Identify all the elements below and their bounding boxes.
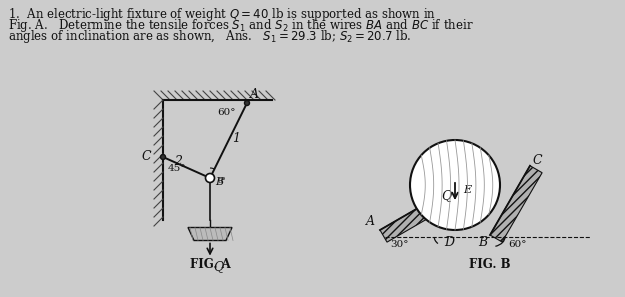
Circle shape bbox=[206, 173, 214, 182]
Text: 60°: 60° bbox=[508, 240, 526, 249]
Text: B: B bbox=[215, 177, 223, 187]
Text: C: C bbox=[533, 154, 542, 167]
Polygon shape bbox=[490, 166, 542, 242]
Text: A: A bbox=[250, 88, 259, 101]
Circle shape bbox=[244, 100, 249, 105]
Text: 0°: 0° bbox=[218, 177, 227, 185]
Text: FIG. B: FIG. B bbox=[469, 258, 511, 271]
Circle shape bbox=[161, 154, 166, 159]
Text: 30°: 30° bbox=[390, 240, 409, 249]
Text: Q: Q bbox=[441, 189, 451, 202]
Circle shape bbox=[410, 140, 500, 230]
Text: 60°: 60° bbox=[217, 108, 236, 117]
Text: B: B bbox=[478, 236, 487, 249]
Text: 1.  An electric-light fixture of weight $Q = 40$ lb is supported as shown in: 1. An electric-light fixture of weight $… bbox=[8, 6, 436, 23]
Polygon shape bbox=[188, 228, 232, 241]
Text: E: E bbox=[463, 185, 471, 195]
Text: 45°: 45° bbox=[168, 164, 186, 173]
Text: 2: 2 bbox=[174, 155, 182, 168]
Text: A: A bbox=[366, 215, 375, 228]
Text: FIG. A: FIG. A bbox=[189, 258, 231, 271]
Text: Q: Q bbox=[213, 260, 223, 274]
Text: Fig. A.   Determine the tensile forces $S_1$ and $S_2$ in the wires $BA$ and $BC: Fig. A. Determine the tensile forces $S_… bbox=[8, 17, 474, 34]
Polygon shape bbox=[380, 190, 456, 242]
Text: angles of inclination are as shown,   Ans.   $S_1 = 29.3$ lb; $S_2 = 20.7$ lb.: angles of inclination are as shown, Ans.… bbox=[8, 28, 411, 45]
Text: C: C bbox=[141, 151, 151, 164]
Text: 1: 1 bbox=[232, 132, 240, 145]
Text: D: D bbox=[444, 236, 454, 249]
